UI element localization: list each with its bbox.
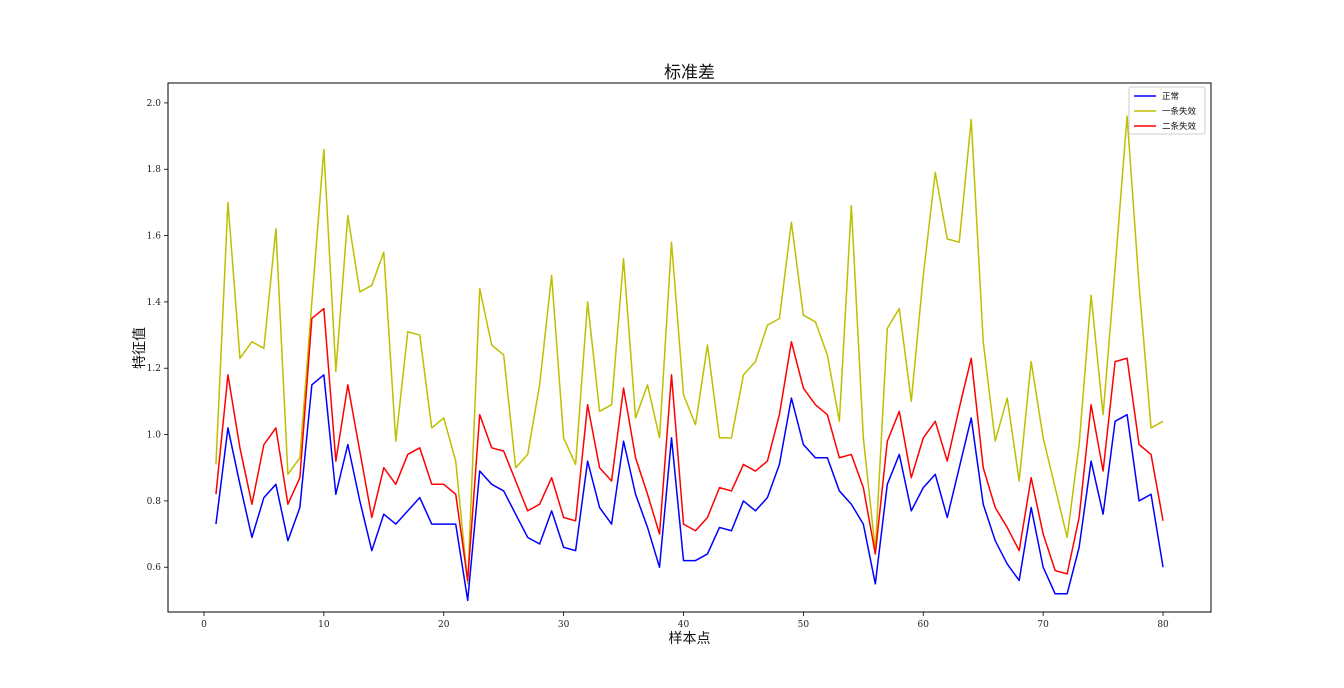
x-tick-label: 70 (1037, 620, 1049, 630)
y-tick-label: 0.6 (147, 563, 162, 573)
plot-frame (167, 82, 1212, 613)
x-tick-label: 60 (918, 620, 930, 630)
series-line-0 (215, 374, 1164, 602)
y-tick-label: 1.2 (147, 364, 161, 374)
y-tick-label: 2.0 (147, 99, 162, 109)
y-axis: 0.6 0.8 1.0 1.2 1.4 1.6 1.8 2.0 (147, 99, 168, 573)
legend-label-0: 正常 (1162, 91, 1179, 102)
y-tick-label: 1.8 (147, 165, 162, 175)
x-tick-label: 30 (558, 620, 570, 630)
legend-label-2: 二条失效 (1162, 121, 1197, 132)
x-tick-label: 40 (678, 620, 690, 630)
x-tick-label: 20 (438, 620, 450, 630)
x-tick-label: 50 (798, 620, 810, 630)
series-layer (215, 115, 1164, 602)
y-tick-label: 1.4 (147, 298, 162, 308)
y-tick-label: 0.8 (147, 497, 162, 507)
series-line-2 (215, 307, 1164, 582)
x-tick-label: 80 (1157, 620, 1169, 630)
x-axis: 0 10 20 30 40 50 60 70 80 (201, 612, 1169, 630)
x-axis-label: 样本点 (669, 631, 711, 647)
x-tick-label: 0 (201, 620, 207, 630)
y-axis-label: 特征值 (132, 327, 148, 369)
y-tick-label: 1.6 (147, 232, 162, 242)
series-line-1 (215, 115, 1164, 585)
legend-box (1128, 86, 1206, 135)
plot-area (168, 83, 1211, 612)
chart-title: 标准差 (664, 63, 715, 83)
x-tick-label: 10 (318, 620, 330, 630)
legend-label-1: 一条失效 (1162, 106, 1197, 117)
y-tick-label: 1.0 (147, 431, 162, 441)
